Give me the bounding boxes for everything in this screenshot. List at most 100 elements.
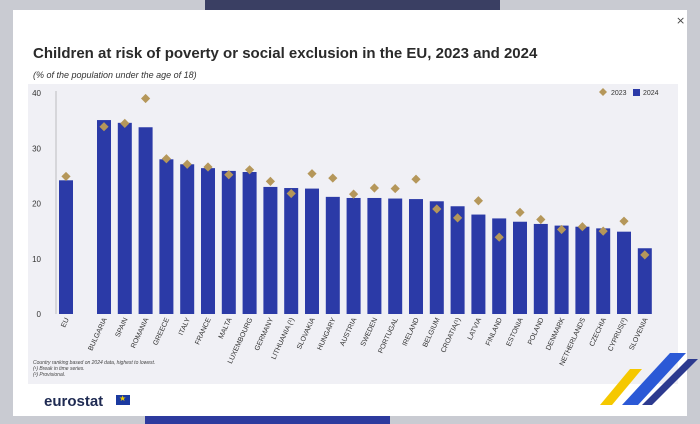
bar-2024	[575, 226, 590, 314]
x-tick-label: LATVIA	[467, 317, 483, 342]
bar-2024	[492, 218, 507, 314]
note-provisional: (²) Provisional.	[33, 372, 66, 378]
marker-2023	[494, 232, 504, 242]
x-tick-label: FINLAND	[485, 317, 504, 347]
y-tick-label: 30	[32, 144, 41, 153]
marker-2023	[453, 213, 463, 223]
bar-2024	[429, 201, 444, 314]
marker-2023	[328, 173, 338, 183]
bar-2024	[450, 206, 465, 314]
marker-2023	[307, 169, 317, 179]
marker-2023	[515, 207, 525, 217]
y-tick-label: 40	[32, 89, 41, 98]
marker-2023	[536, 214, 546, 225]
x-tick-label: ESTONIA	[506, 317, 525, 348]
x-tick-label: FRANCE	[194, 317, 213, 346]
marker-2023	[265, 176, 275, 186]
bar-2024	[97, 120, 111, 314]
marker-2023	[99, 122, 109, 132]
x-tick-label: AUSTRIA	[339, 317, 358, 348]
x-tick-label: PORTUGAL	[377, 317, 400, 355]
bar-2024	[117, 122, 132, 315]
x-tick-label: GREECE	[152, 317, 171, 347]
decorative-chevron-icon	[600, 353, 698, 405]
marker-2023	[557, 224, 567, 235]
marker-2023	[349, 189, 359, 199]
note-break: (¹) Break in time series.	[33, 366, 85, 372]
bar-2024	[180, 164, 195, 314]
chart-title: Children at risk of poverty or social ex…	[33, 45, 538, 62]
bar-2024	[201, 168, 215, 314]
marker-2023	[161, 154, 171, 164]
marker-2023	[473, 196, 483, 206]
marker-2023	[411, 174, 421, 184]
eu-flag-icon	[116, 394, 130, 405]
marker-2023	[432, 204, 442, 214]
x-tick-label: MALTA	[218, 317, 234, 340]
marker-2023	[61, 171, 71, 182]
x-tick-label: EU	[60, 317, 70, 329]
bar-2024	[263, 186, 278, 314]
bar-2024	[221, 170, 236, 314]
x-tick-label: SPAIN	[115, 317, 130, 339]
marker-2023	[141, 93, 151, 104]
legend-marker-2023	[599, 88, 607, 96]
chart-notes: Country ranking based on 2024 data, high…	[33, 360, 155, 378]
legend-marker-2024	[633, 89, 640, 96]
bar-2024	[617, 231, 631, 314]
marker-2023	[598, 226, 608, 236]
x-tick-label: DENMARK	[545, 317, 566, 352]
bar-2024	[471, 214, 486, 314]
x-tick-label: IRELAND	[402, 317, 421, 347]
bar-2024	[59, 180, 73, 314]
bar-2024	[513, 221, 527, 314]
x-tick-label: GERMANY	[254, 317, 275, 352]
bar-2024	[242, 172, 257, 314]
bar-2024	[346, 197, 361, 314]
note-ranking: Country ranking based on 2024 data, high…	[33, 360, 156, 366]
marker-2023	[203, 162, 213, 172]
background-page-strip	[145, 414, 390, 424]
eurostat-logo[interactable]: eurostat	[44, 393, 104, 410]
bar-2024	[596, 228, 611, 314]
marker-2023	[390, 183, 400, 194]
x-tick-label: LITHUANIA (¹)	[271, 317, 296, 361]
chart-subtitle: (% of the population under the age of 18…	[33, 70, 197, 80]
bar-2024	[388, 198, 403, 314]
legend-label-2024: 2024	[643, 90, 659, 97]
marker-2023	[619, 216, 629, 226]
x-tick-label: POLAND	[527, 317, 546, 346]
x-tick-label: HUNGARY	[317, 317, 338, 352]
marker-2023	[182, 159, 192, 169]
close-icon[interactable]: ×	[676, 14, 686, 27]
x-tick-label: SWEDEN	[360, 317, 379, 348]
y-tick-label: 10	[32, 255, 41, 264]
footer: eurostat	[13, 384, 687, 416]
chart-panel: 0 10 20 30 40 EU BULGARIA SPAIN ROMANIA GREECE ITA…	[28, 84, 678, 384]
marker-2023	[224, 170, 234, 180]
bar-2024	[637, 248, 652, 314]
marker-2023	[640, 250, 650, 260]
bar-chart: 0 10 20 30 40 EU BULGARIA SPAIN ROMANIA GREECE ITA…	[32, 88, 659, 367]
marker-2023	[369, 183, 379, 193]
legend-label-2023: 2023	[611, 90, 627, 97]
marker-2023	[286, 188, 296, 199]
bar-2024	[409, 199, 423, 314]
marker-2023	[577, 222, 587, 232]
marker-2023	[120, 118, 130, 128]
bar-2024	[159, 159, 174, 314]
y-tick-label: 20	[32, 200, 41, 209]
x-tick-label: CZECHIA	[589, 317, 608, 348]
bar-2024	[138, 127, 153, 314]
x-tick-label: ITALY	[178, 317, 192, 337]
x-tick-label: CROATIA(¹)	[440, 317, 462, 354]
bar-2024	[367, 197, 382, 314]
y-tick-label: 0	[37, 310, 42, 319]
x-tick-label: ROMANIA	[130, 317, 150, 350]
bar-2024	[554, 225, 569, 314]
bar-2024	[305, 188, 319, 314]
background-image-strip	[205, 0, 500, 12]
x-tick-label: SLOVAKIA	[296, 317, 317, 351]
bar-2024	[325, 196, 340, 314]
bar-2024	[533, 223, 548, 314]
